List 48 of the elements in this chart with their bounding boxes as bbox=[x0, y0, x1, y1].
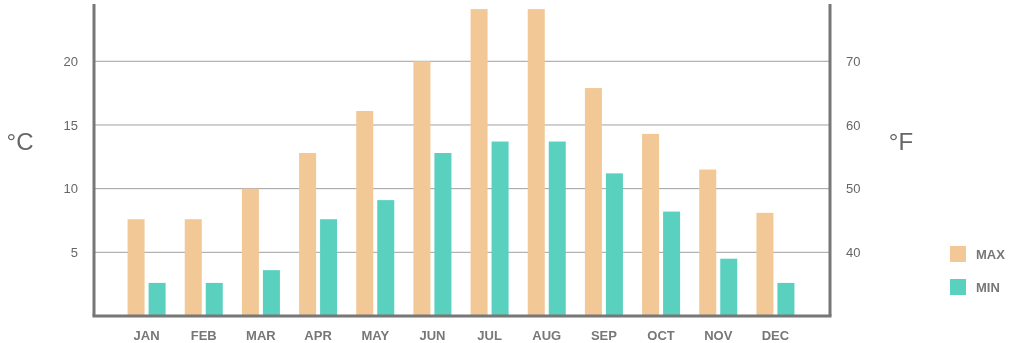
bar bbox=[205, 282, 223, 316]
y-axis-title: °C bbox=[6, 128, 34, 156]
x-tick-label: OCT bbox=[647, 328, 675, 343]
bar bbox=[356, 110, 374, 316]
legend-label: MIN bbox=[976, 279, 1000, 295]
x-tick-label: JUN bbox=[419, 328, 446, 343]
y2-tick-label: 60 bbox=[846, 117, 861, 133]
bar bbox=[642, 133, 660, 316]
bar bbox=[720, 258, 738, 316]
bar bbox=[663, 211, 681, 316]
bar bbox=[299, 153, 317, 316]
bar bbox=[699, 169, 717, 316]
y2-tick-label: 70 bbox=[846, 53, 861, 69]
x-tick-label: APR bbox=[304, 328, 333, 343]
y-tick-label: 5 bbox=[70, 244, 78, 260]
bar bbox=[148, 282, 166, 316]
y-tick-label: 20 bbox=[63, 53, 78, 69]
x-tick-label: NOV bbox=[704, 328, 733, 343]
y2-tick-label: 40 bbox=[846, 244, 861, 260]
bar bbox=[777, 282, 795, 316]
legend-label: MAX bbox=[976, 246, 1006, 262]
bar bbox=[491, 141, 509, 316]
bar bbox=[756, 212, 774, 316]
bar bbox=[184, 219, 202, 316]
x-tick-label: MAY bbox=[361, 328, 390, 343]
bar bbox=[262, 270, 280, 316]
y2-axis-title: °F bbox=[888, 128, 914, 156]
x-tick-label: JUL bbox=[477, 328, 502, 343]
bar bbox=[605, 173, 623, 316]
x-tick-label: FEB bbox=[190, 328, 217, 343]
y-tick-label: 15 bbox=[63, 117, 78, 133]
bar bbox=[434, 153, 452, 316]
bar bbox=[470, 9, 488, 316]
bar bbox=[241, 188, 259, 316]
bar bbox=[548, 141, 566, 316]
bar bbox=[377, 200, 395, 316]
x-tick-label: SEP bbox=[590, 328, 618, 343]
bar bbox=[320, 219, 338, 316]
y-tick-label: 10 bbox=[63, 181, 78, 197]
bar bbox=[127, 219, 145, 316]
x-tick-label: JAN bbox=[133, 328, 160, 343]
bar bbox=[527, 9, 545, 316]
x-tick-label: AUG bbox=[532, 328, 562, 343]
y2-tick-label: 50 bbox=[846, 181, 861, 197]
x-tick-label: DEC bbox=[761, 328, 790, 343]
bar bbox=[584, 88, 602, 316]
x-tick-label: MAR bbox=[246, 328, 277, 343]
bar bbox=[413, 61, 431, 316]
